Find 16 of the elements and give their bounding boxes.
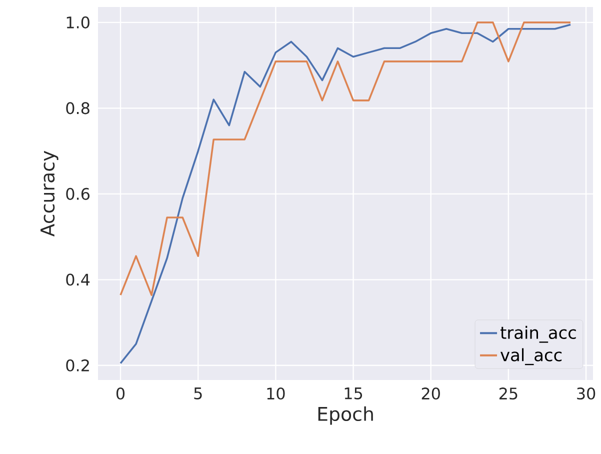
x-tick-label: 15 bbox=[344, 388, 362, 400]
y-tick-label: 0.6 bbox=[66, 188, 90, 200]
y-tick-label: 0.8 bbox=[66, 102, 90, 114]
y-tick-label: 0.4 bbox=[66, 274, 90, 286]
y-tick-label: 0.2 bbox=[66, 359, 89, 372]
legend-label: train_acc bbox=[500, 326, 576, 343]
x-tick-label: 10 bbox=[267, 388, 285, 400]
legend-label: val_acc bbox=[500, 348, 562, 366]
x-axis-title: Epoch bbox=[318, 406, 373, 425]
x-tick-label: 20 bbox=[422, 388, 440, 400]
y-axis-title: Accuracy bbox=[40, 150, 58, 237]
x-tick-label: 5 bbox=[194, 388, 202, 400]
y-tick-label: 1.0 bbox=[66, 16, 90, 28]
x-tick-label: 0 bbox=[116, 388, 125, 400]
x-tick-label: 25 bbox=[499, 388, 518, 400]
x-tick-label: 30 bbox=[577, 388, 596, 400]
